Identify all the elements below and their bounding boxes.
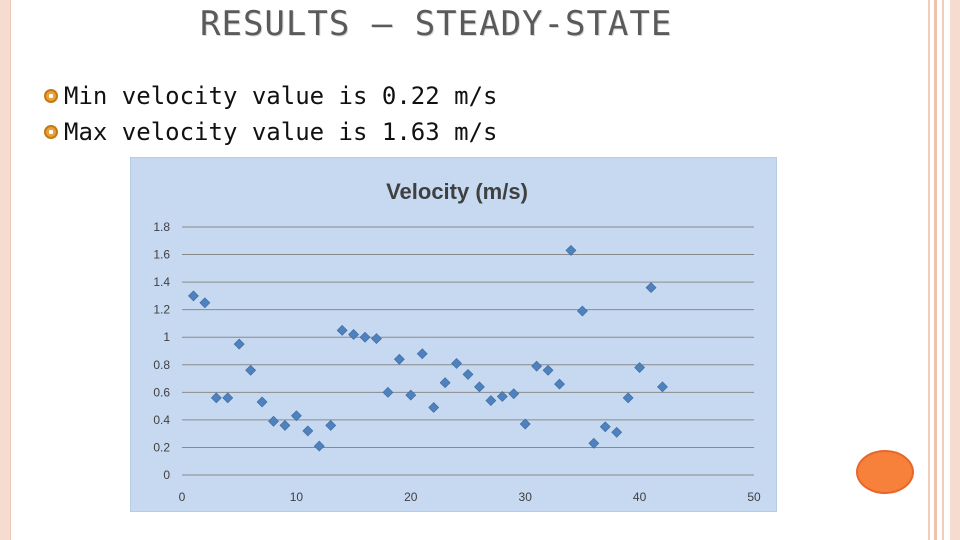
- data-point-10: [302, 425, 314, 437]
- bullet-list: Min velocity value is 0.22 m/s Max veloc…: [44, 78, 497, 150]
- right-decorative-stripes: [920, 0, 960, 540]
- left-page-border-line: [10, 0, 11, 540]
- x-tick-label: 20: [404, 490, 418, 504]
- data-point-19: [405, 389, 417, 401]
- data-point-18: [393, 353, 405, 365]
- data-point-16: [371, 333, 382, 345]
- bullet-max-velocity: Max velocity value is 1.63 m/s: [44, 114, 497, 150]
- data-point-6: [256, 396, 268, 408]
- x-tick-label: 0: [179, 490, 186, 504]
- bullet-min-velocity: Min velocity value is 0.22 m/s: [44, 78, 497, 114]
- y-tick-label: 0.2: [153, 440, 170, 454]
- data-point-26: [485, 395, 497, 407]
- data-point-27: [496, 391, 508, 402]
- data-point-14: [348, 329, 360, 340]
- data-point-15: [359, 331, 371, 343]
- data-point-7: [268, 415, 279, 427]
- data-point-21: [428, 402, 440, 413]
- data-point-4: [233, 338, 245, 350]
- data-point-9: [290, 410, 302, 422]
- data-point-32: [554, 378, 565, 390]
- chart-title: Velocity (m/s): [386, 179, 528, 204]
- data-point-34: [576, 305, 588, 317]
- data-point-1: [199, 297, 211, 309]
- data-point-8: [279, 419, 291, 431]
- data-point-37: [611, 426, 623, 438]
- x-tick-label: 10: [290, 490, 304, 504]
- data-point-24: [462, 368, 474, 380]
- data-point-31: [542, 364, 554, 376]
- data-point-35: [588, 437, 600, 449]
- data-point-11: [313, 440, 325, 452]
- data-point-29: [519, 418, 531, 430]
- velocity-chart-svg: Velocity (m/s) 0 0.2 0.4 0.6 0.8 1 1.2 1.4 1.6 1.…: [130, 157, 777, 512]
- data-point-41: [657, 381, 668, 393]
- decorative-orange-circle: [856, 450, 914, 494]
- data-point-25: [474, 381, 485, 393]
- bullet-text: Min velocity value is 0.22 m/s: [64, 82, 498, 110]
- chart-background: [130, 157, 777, 512]
- y-tick-label: 1.6: [153, 248, 170, 262]
- data-point-28: [508, 388, 520, 400]
- y-tick-label: 0.8: [153, 358, 170, 372]
- data-point-39: [634, 362, 646, 373]
- data-point-13: [336, 324, 348, 336]
- data-point-5: [245, 364, 257, 376]
- data-point-17: [382, 386, 394, 398]
- y-tick-label: 0.6: [153, 385, 170, 399]
- x-tick-label: 50: [747, 490, 761, 504]
- data-point-23: [451, 357, 462, 369]
- y-tick-label: 1.8: [153, 220, 170, 234]
- data-point-40: [645, 282, 657, 294]
- data-point-36: [599, 421, 611, 433]
- data-point-2: [210, 392, 222, 404]
- data-point-30: [531, 360, 543, 372]
- y-tick-label: 1: [163, 330, 170, 344]
- x-tick-label: 40: [633, 490, 647, 504]
- x-tick-label: 30: [519, 490, 533, 504]
- bullet-text: Max velocity value is 1.63 m/s: [64, 118, 498, 146]
- data-point-38: [622, 392, 634, 404]
- bullet-icon: [44, 89, 58, 103]
- y-tick-label: 1.4: [153, 275, 170, 289]
- data-point-0: [188, 290, 199, 302]
- velocity-chart: Velocity (m/s) 0 0.2 0.4 0.6 0.8 1 1.2 1.4 1.6 1.…: [130, 157, 777, 512]
- y-tick-label: 0: [163, 468, 170, 482]
- data-point-20: [416, 348, 428, 360]
- data-point-22: [439, 377, 451, 389]
- y-tick-label: 0.4: [153, 413, 170, 427]
- y-tick-label: 1.2: [153, 303, 170, 317]
- bullet-icon: [44, 125, 58, 139]
- data-point-12: [325, 419, 337, 431]
- left-page-border: [0, 0, 10, 540]
- data-point-3: [222, 392, 234, 404]
- slide-title: RESULTS – STEADY-STATE: [200, 4, 673, 44]
- data-point-33: [565, 244, 577, 256]
